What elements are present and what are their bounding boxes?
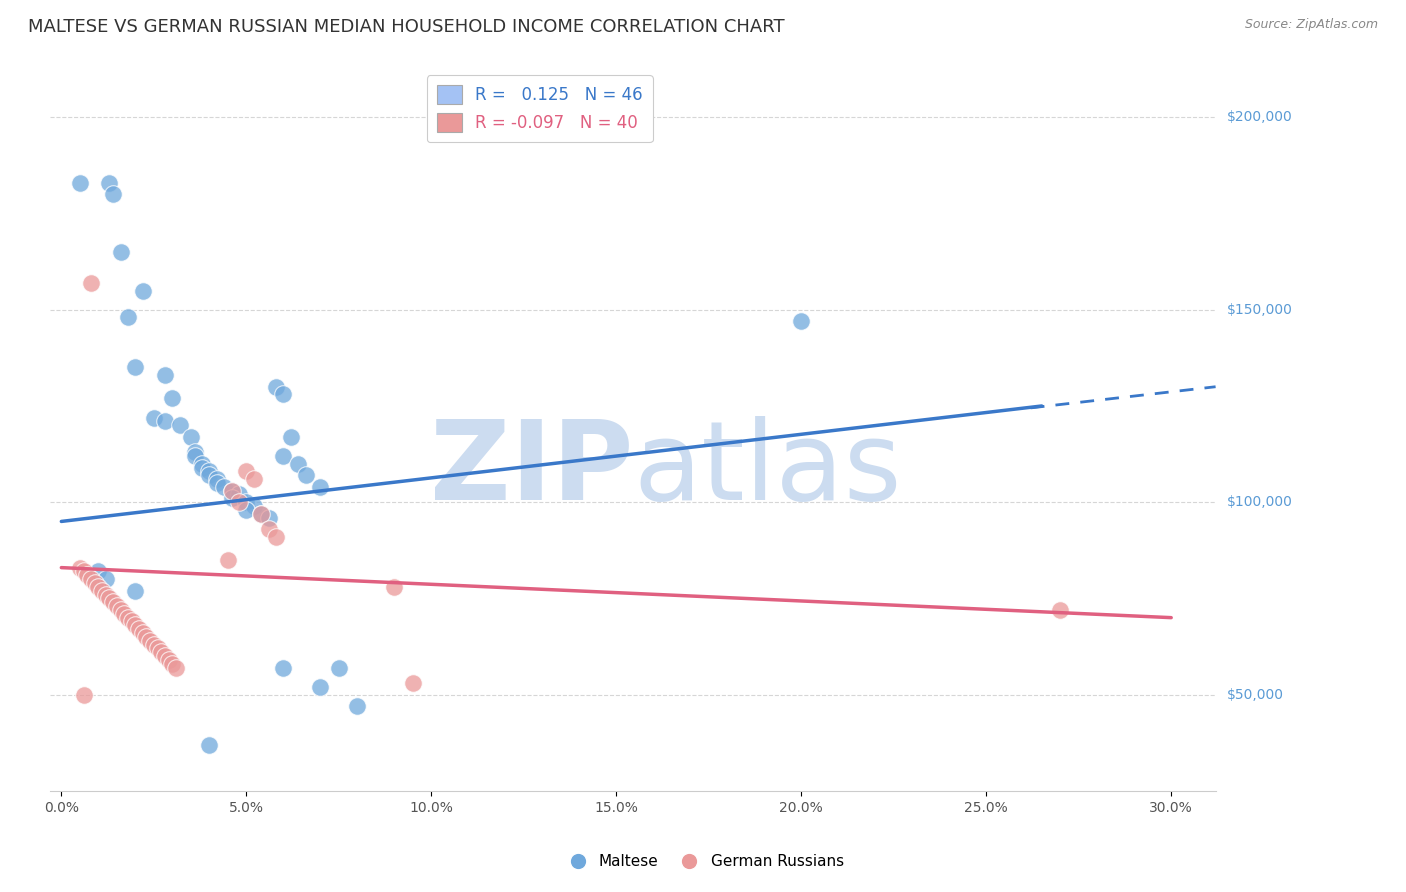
Legend: Maltese, German Russians: Maltese, German Russians bbox=[557, 848, 849, 875]
Point bbox=[87, 565, 110, 579]
Point bbox=[221, 491, 243, 506]
Point bbox=[250, 507, 273, 521]
Point bbox=[309, 480, 332, 494]
Text: $200,000: $200,000 bbox=[1226, 111, 1292, 124]
Text: $150,000: $150,000 bbox=[1226, 302, 1292, 317]
Text: ZIP: ZIP bbox=[430, 416, 633, 523]
Point bbox=[242, 499, 264, 513]
Point bbox=[132, 626, 155, 640]
Point bbox=[191, 460, 214, 475]
Point bbox=[309, 680, 332, 694]
Point bbox=[153, 649, 176, 664]
Point bbox=[235, 464, 257, 478]
Point bbox=[273, 661, 295, 675]
Point bbox=[124, 618, 146, 632]
Point bbox=[235, 495, 257, 509]
Point bbox=[124, 360, 146, 375]
Point bbox=[72, 565, 94, 579]
Legend: R =   0.125   N = 46, R = -0.097   N = 40: R = 0.125 N = 46, R = -0.097 N = 40 bbox=[426, 75, 652, 142]
Point bbox=[228, 487, 250, 501]
Point bbox=[139, 633, 162, 648]
Point bbox=[101, 595, 124, 609]
Point bbox=[76, 568, 98, 582]
Point bbox=[112, 607, 135, 621]
Point bbox=[162, 657, 184, 671]
Point bbox=[221, 483, 243, 498]
Point bbox=[162, 392, 184, 406]
Point bbox=[328, 661, 350, 675]
Point bbox=[124, 583, 146, 598]
Point bbox=[198, 468, 221, 483]
Text: MALTESE VS GERMAN RUSSIAN MEDIAN HOUSEHOLD INCOME CORRELATION CHART: MALTESE VS GERMAN RUSSIAN MEDIAN HOUSEHO… bbox=[28, 18, 785, 36]
Point bbox=[235, 503, 257, 517]
Point bbox=[228, 495, 250, 509]
Point bbox=[169, 418, 191, 433]
Point bbox=[91, 583, 114, 598]
Point bbox=[98, 591, 121, 606]
Point bbox=[273, 449, 295, 463]
Point bbox=[1049, 603, 1071, 617]
Point bbox=[83, 576, 105, 591]
Point bbox=[180, 430, 202, 444]
Point bbox=[80, 276, 103, 290]
Point bbox=[101, 187, 124, 202]
Point bbox=[165, 661, 187, 675]
Point bbox=[87, 580, 110, 594]
Point bbox=[69, 560, 91, 574]
Point bbox=[257, 522, 280, 536]
Text: $50,000: $50,000 bbox=[1226, 688, 1284, 702]
Point bbox=[790, 314, 813, 328]
Point bbox=[98, 176, 121, 190]
Point bbox=[198, 738, 221, 752]
Point bbox=[94, 588, 117, 602]
Point bbox=[142, 410, 165, 425]
Point bbox=[110, 603, 132, 617]
Point bbox=[128, 622, 150, 636]
Point bbox=[205, 472, 228, 486]
Point bbox=[264, 380, 287, 394]
Point bbox=[110, 245, 132, 260]
Point bbox=[183, 449, 205, 463]
Point bbox=[117, 310, 139, 325]
Point bbox=[117, 610, 139, 624]
Point bbox=[157, 653, 180, 667]
Point bbox=[264, 530, 287, 544]
Point bbox=[382, 580, 405, 594]
Point bbox=[80, 572, 103, 586]
Point bbox=[402, 676, 425, 690]
Point bbox=[287, 457, 309, 471]
Point bbox=[212, 480, 235, 494]
Point bbox=[242, 472, 264, 486]
Point bbox=[205, 475, 228, 490]
Point bbox=[217, 553, 239, 567]
Text: $100,000: $100,000 bbox=[1226, 495, 1292, 509]
Point bbox=[105, 599, 128, 613]
Point bbox=[273, 387, 295, 401]
Point bbox=[191, 457, 214, 471]
Point bbox=[280, 430, 302, 444]
Text: atlas: atlas bbox=[633, 416, 901, 523]
Point bbox=[183, 445, 205, 459]
Point bbox=[257, 510, 280, 524]
Point bbox=[142, 638, 165, 652]
Point bbox=[153, 414, 176, 428]
Point bbox=[221, 483, 243, 498]
Point bbox=[153, 368, 176, 383]
Point bbox=[250, 507, 273, 521]
Point bbox=[146, 641, 169, 656]
Point bbox=[294, 468, 316, 483]
Point bbox=[132, 284, 155, 298]
Point bbox=[121, 615, 143, 629]
Point bbox=[198, 464, 221, 478]
Point bbox=[346, 699, 368, 714]
Point bbox=[69, 176, 91, 190]
Text: Source: ZipAtlas.com: Source: ZipAtlas.com bbox=[1244, 18, 1378, 31]
Point bbox=[72, 688, 94, 702]
Point bbox=[150, 645, 173, 659]
Point bbox=[94, 572, 117, 586]
Point bbox=[135, 630, 157, 644]
